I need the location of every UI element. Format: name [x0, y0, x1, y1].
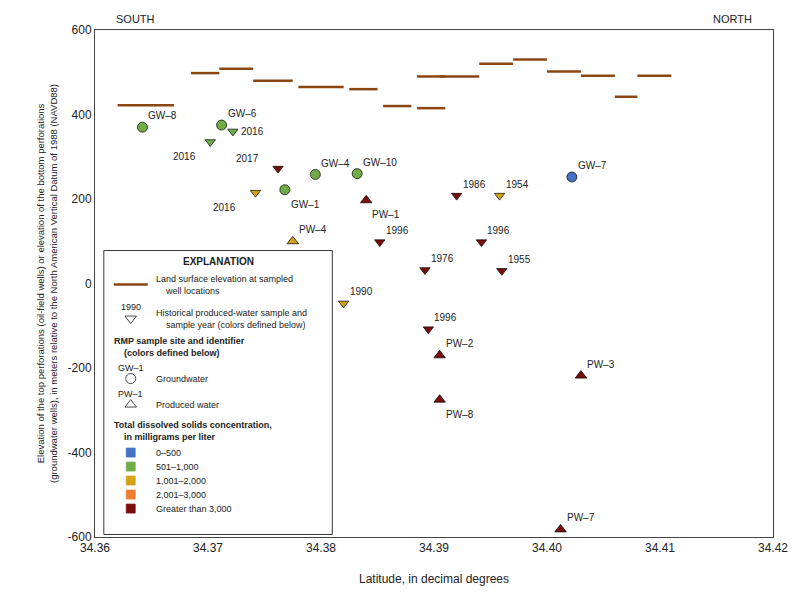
svg-text:PW–1: PW–1	[372, 209, 400, 220]
svg-text:GW–7: GW–7	[578, 160, 607, 171]
svg-text:Total dissolved solids concent: Total dissolved solids concentration, in…	[114, 420, 272, 442]
svg-text:1996: 1996	[487, 225, 510, 236]
svg-text:1986: 1986	[463, 179, 486, 190]
svg-text:PW–2: PW–2	[446, 338, 474, 349]
svg-text:GW–4: GW–4	[321, 158, 350, 169]
svg-text:34.37: 34.37	[193, 541, 223, 555]
svg-text:34.41: 34.41	[645, 541, 675, 555]
svg-text:Elevation of the top perforati: Elevation of the top perforations (oil-f…	[35, 84, 58, 483]
svg-text:2016: 2016	[173, 151, 196, 162]
svg-text:PW–8: PW–8	[446, 409, 474, 420]
svg-text:34.36: 34.36	[80, 541, 110, 555]
svg-text:0: 0	[85, 277, 92, 291]
svg-text:RMP sample site and identifier: RMP sample site and identifier (colors d…	[114, 336, 245, 358]
svg-text:1996: 1996	[434, 312, 457, 323]
svg-text:Groundwater: Groundwater	[156, 374, 208, 384]
svg-text:2,001–3,000: 2,001–3,000	[156, 490, 206, 500]
svg-text:NORTH: NORTH	[713, 13, 752, 25]
svg-text:GW–10: GW–10	[363, 157, 397, 168]
svg-text:EXPLANATION: EXPLANATION	[183, 256, 254, 267]
svg-text:1990: 1990	[121, 302, 141, 312]
svg-text:34.42: 34.42	[758, 541, 788, 555]
svg-text:GW–6: GW–6	[228, 108, 257, 119]
svg-text:1996: 1996	[386, 225, 409, 236]
svg-text:2017: 2017	[236, 153, 259, 164]
svg-text:34.40: 34.40	[532, 541, 562, 555]
svg-text:200: 200	[72, 192, 92, 206]
svg-text:501–1,000: 501–1,000	[156, 462, 199, 472]
svg-text:1976: 1976	[431, 253, 454, 264]
svg-text:0–500: 0–500	[156, 448, 181, 458]
svg-text:Land surface elevation at samp: Land surface elevation at sampled well l…	[156, 274, 293, 296]
svg-text:Greater than 3,000: Greater than 3,000	[156, 504, 232, 514]
svg-text:PW–1: PW–1	[118, 389, 143, 399]
svg-text:Latitude, in decimal degrees: Latitude, in decimal degrees	[359, 572, 509, 586]
svg-text:PW–7: PW–7	[567, 512, 595, 523]
svg-text:-400: -400	[68, 446, 92, 460]
svg-text:GW–8: GW–8	[148, 110, 177, 121]
svg-text:1954: 1954	[506, 179, 529, 190]
svg-text:GW–1: GW–1	[291, 199, 320, 210]
svg-text:600: 600	[72, 23, 92, 37]
svg-text:34.39: 34.39	[419, 541, 449, 555]
svg-text:1955: 1955	[508, 254, 531, 265]
svg-text:PW–4: PW–4	[299, 224, 327, 235]
svg-text:Produced water: Produced water	[156, 400, 219, 410]
svg-text:Historical produced-water samp: Historical produced-water sample and sam…	[156, 308, 307, 330]
svg-text:1990: 1990	[350, 286, 373, 297]
svg-text:2016: 2016	[241, 126, 264, 137]
svg-text:1,001–2,000: 1,001–2,000	[156, 476, 206, 486]
svg-text:SOUTH: SOUTH	[116, 13, 155, 25]
svg-text:-600: -600	[68, 530, 92, 544]
svg-text:34.38: 34.38	[306, 541, 336, 555]
svg-text:400: 400	[72, 108, 92, 122]
svg-text:GW–1: GW–1	[118, 363, 144, 373]
svg-text:PW–3: PW–3	[587, 359, 615, 370]
svg-text:-200: -200	[68, 361, 92, 375]
svg-text:2016: 2016	[213, 202, 236, 213]
